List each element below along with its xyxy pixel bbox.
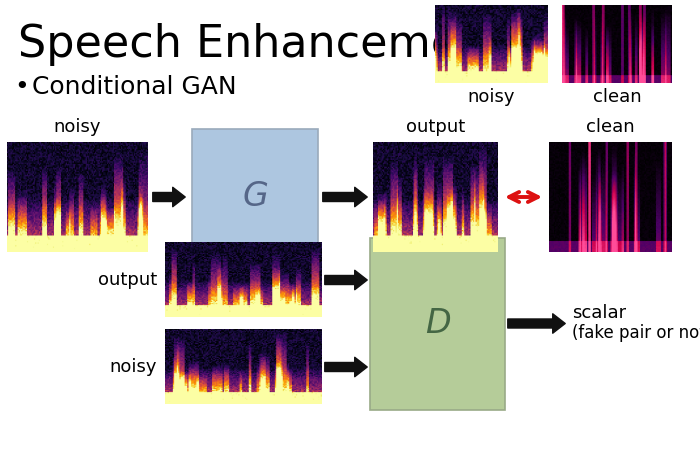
- Text: (fake pair or not): (fake pair or not): [572, 324, 700, 342]
- Text: •: •: [14, 75, 29, 99]
- Text: scalar: scalar: [572, 304, 626, 323]
- Text: clean: clean: [586, 118, 635, 136]
- Text: noisy: noisy: [54, 118, 102, 136]
- FancyBboxPatch shape: [192, 129, 318, 265]
- Text: output: output: [406, 118, 465, 136]
- Text: noisy: noisy: [468, 88, 515, 106]
- FancyBboxPatch shape: [370, 238, 505, 409]
- Text: output: output: [98, 271, 157, 289]
- Text: noisy: noisy: [109, 358, 157, 376]
- Text: clean: clean: [593, 88, 641, 106]
- Text: Conditional GAN: Conditional GAN: [32, 75, 237, 99]
- Text: Speech Enhancement: Speech Enhancement: [18, 23, 504, 66]
- Text: D: D: [425, 307, 450, 340]
- Text: G: G: [242, 180, 268, 213]
